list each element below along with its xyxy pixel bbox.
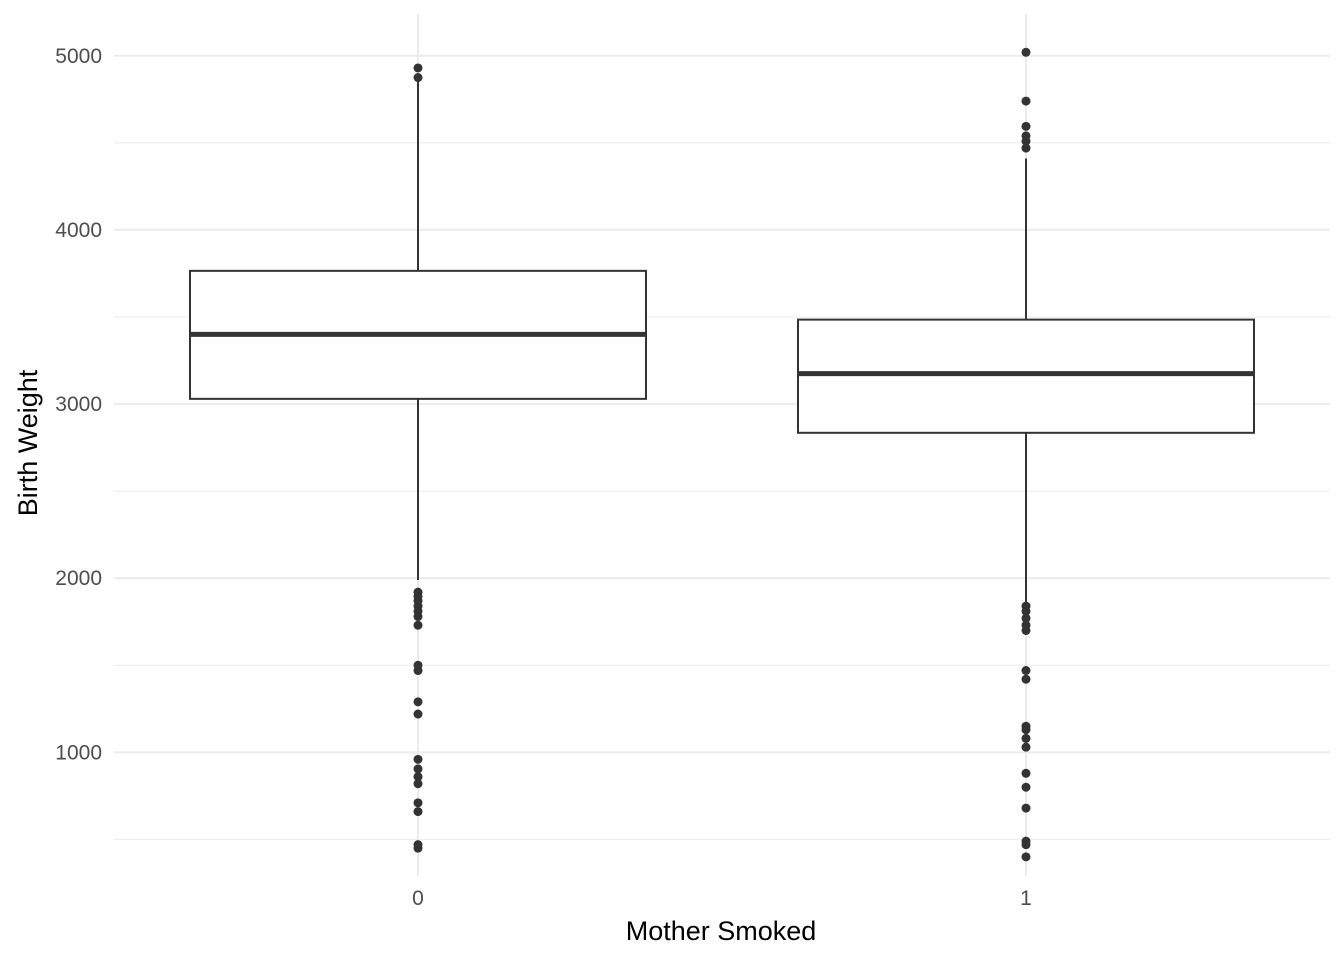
outlier-point: [1021, 96, 1031, 106]
outlier-point: [1021, 121, 1031, 131]
outlier-point: [1021, 606, 1031, 616]
outlier-point: [413, 63, 423, 73]
box-group-1: [797, 47, 1255, 862]
outlier-point: [413, 620, 423, 630]
boxes-layer: [189, 47, 1255, 862]
outlier-point: [413, 754, 423, 764]
y-tick-label: 1000: [55, 741, 102, 764]
outlier-point: [1021, 674, 1031, 684]
outlier-point: [413, 772, 423, 782]
outlier-point: [413, 843, 423, 853]
outlier-point: [1021, 782, 1031, 792]
y-tick-label: 4000: [55, 219, 102, 242]
x-tick-label: 1: [1020, 887, 1032, 910]
y-tick-labels: 1000 2000 3000 4000 5000: [55, 45, 102, 765]
outlier-point: [413, 612, 423, 622]
box-group-0: [189, 63, 647, 853]
outlier-point: [413, 764, 423, 774]
y-axis-title: Birth Weight: [13, 369, 43, 516]
outlier-point: [413, 697, 423, 707]
box: [797, 318, 1255, 434]
outlier-point: [413, 709, 423, 719]
outlier-point: [413, 666, 423, 676]
outlier-point: [413, 807, 423, 817]
outlier-point: [1021, 733, 1031, 743]
outlier-point: [1021, 803, 1031, 813]
outlier-point: [1021, 840, 1031, 850]
outlier-point: [1021, 143, 1031, 153]
outlier-point: [413, 73, 423, 83]
outlier-point: [1021, 742, 1031, 752]
y-tick-label: 5000: [55, 45, 102, 68]
outlier-point: [1021, 136, 1031, 146]
x-axis-title: Mother Smoked: [626, 916, 817, 946]
outlier-point: [413, 798, 423, 808]
outlier-point: [413, 779, 423, 789]
outlier-point: [1021, 852, 1031, 862]
outlier-point: [1021, 47, 1031, 57]
outlier-point: [1021, 666, 1031, 676]
outlier-point: [1021, 625, 1031, 635]
y-tick-label: 2000: [55, 567, 102, 590]
outlier-point: [1021, 613, 1031, 623]
grid-lines: [114, 14, 1330, 876]
outlier-point: [1021, 768, 1031, 778]
y-tick-label: 3000: [55, 393, 102, 416]
outlier-point: [1021, 725, 1031, 735]
x-tick-label: 0: [412, 887, 424, 910]
